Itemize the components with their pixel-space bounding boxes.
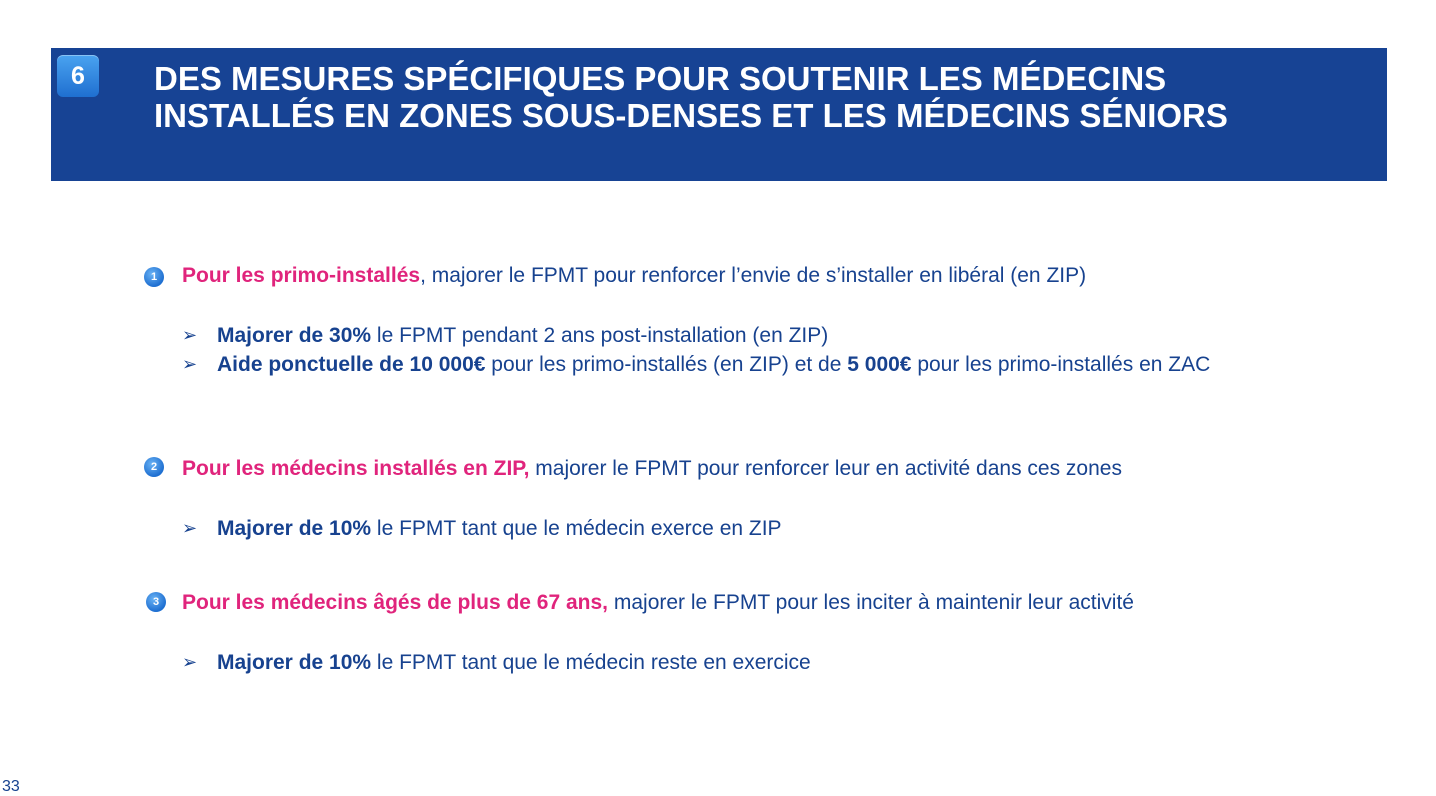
arrow-bullet-icon: ➢ [182, 518, 198, 538]
bullet-text: pour les primo-installés (en ZIP) et de [485, 353, 848, 376]
bullet-bold: Majorer de 10% [217, 651, 372, 674]
list-item-text: Majorer de 10% le FPMT tant que le médec… [217, 514, 1344, 543]
bullet-text: le FPMT tant que le médecin exerce en ZI… [371, 517, 782, 540]
bullet-bold: Majorer de 30% [217, 324, 372, 347]
number-2-icon: 2 [144, 457, 164, 477]
list-item-text: Aide ponctuelle de 10 000€ pour les prim… [217, 350, 1344, 379]
section-2-lead: Pour les médecins installés en ZIP, majo… [182, 457, 1122, 481]
section-3-lead-bold: Pour les médecins âgés de plus de 67 ans… [182, 591, 609, 614]
list-item-text: Majorer de 30% le FPMT pendant 2 ans pos… [217, 321, 1344, 350]
bullet-bold: 5 000€ [847, 353, 912, 376]
header-banner [51, 48, 1387, 181]
section-3-lead-rest: majorer le FPMT pour les inciter à maint… [608, 591, 1134, 614]
title-line-1: DES MESURES SPÉCIFIQUES POUR SOUTENIR LE… [154, 60, 1167, 97]
bullet-text: pour les primo-installés en ZAC [911, 353, 1211, 376]
bullet-bold: Majorer de 10% [217, 517, 372, 540]
bullet-text: le FPMT pendant 2 ans post-installation … [371, 324, 829, 347]
arrow-bullet-icon: ➢ [182, 354, 198, 374]
arrow-bullet-icon: ➢ [182, 325, 198, 345]
number-3-icon: 3 [146, 592, 166, 612]
page-number: 33 [2, 778, 20, 795]
section-number-badge: 6 [57, 55, 99, 97]
number-1-icon: 1 [144, 267, 164, 287]
arrow-bullet-icon: ➢ [182, 652, 198, 672]
section-3-lead: Pour les médecins âgés de plus de 67 ans… [182, 591, 1134, 615]
section-2-lead-rest: majorer le FPMT pour renforcer leur en a… [529, 457, 1122, 480]
section-1-lead: Pour les primo-installés, majorer le FPM… [182, 264, 1086, 288]
bullet-bold: Aide ponctuelle de 10 000€ [217, 353, 486, 376]
section-2-lead-bold: Pour les médecins installés en ZIP, [182, 457, 530, 480]
bullet-text: le FPMT tant que le médecin reste en exe… [371, 651, 811, 674]
page-title: DES MESURES SPÉCIFIQUES POUR SOUTENIR LE… [154, 60, 1364, 134]
list-item-text: Majorer de 10% le FPMT tant que le médec… [217, 648, 1344, 677]
section-1-lead-bold: Pour les primo-installés [182, 264, 421, 287]
section-1-lead-rest: , majorer le FPMT pour renforcer l’envie… [420, 264, 1087, 287]
title-line-2: INSTALLÉS EN ZONES SOUS-DENSES ET LES MÉ… [154, 97, 1228, 134]
